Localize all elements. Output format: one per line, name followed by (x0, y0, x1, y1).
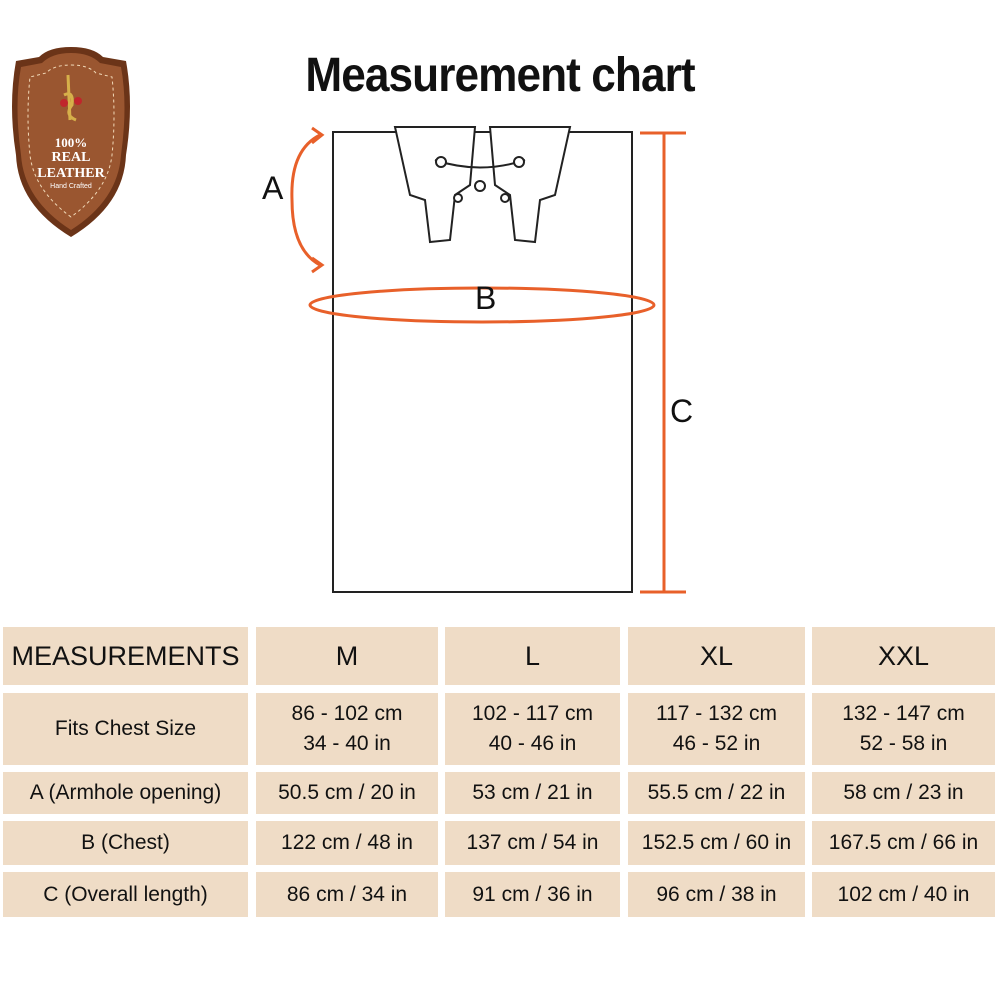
row-label: A (Armhole opening) (3, 772, 248, 814)
real-leather-badge-logo (12, 47, 130, 237)
badge-text-leather: LEATHER (37, 166, 105, 181)
collar-with-buckle (393, 126, 572, 244)
cell-text: 34 - 40 in (303, 732, 391, 755)
table-cell: 102 - 117 cm 40 - 46 in (445, 693, 620, 765)
cell-text: 55.5 cm / 22 in (647, 781, 786, 804)
cell-text: 132 - 147 cm (842, 702, 965, 725)
table-cell: 117 - 132 cm 46 - 52 in (628, 693, 805, 765)
row-label: Fits Chest Size (3, 693, 248, 765)
table-cell: 167.5 cm / 66 in (812, 821, 995, 865)
badge-text-real: REAL (51, 150, 91, 165)
table-cell: 152.5 cm / 60 in (628, 821, 805, 865)
cell-text: L (524, 641, 541, 671)
measure-c-arrow (640, 131, 686, 594)
measure-b-arrow (308, 286, 656, 324)
table-header-cell: XL (628, 627, 805, 685)
cell-text: 50.5 cm / 20 in (278, 781, 416, 804)
table-header-cell: M (256, 627, 438, 685)
cell-text: 122 cm / 48 in (281, 831, 413, 854)
table-cell: 86 - 102 cm 34 - 40 in (256, 693, 438, 765)
cell-text: 86 cm / 34 in (286, 882, 408, 906)
garment-diagram (290, 126, 686, 594)
cell-text: 58 cm / 23 in (843, 781, 964, 804)
label-c: C (670, 393, 694, 429)
table-cell: 55.5 cm / 22 in (628, 772, 805, 814)
table-cell: 102 cm / 40 in (812, 872, 995, 917)
page-title: Measurement chart (305, 49, 695, 102)
table-cell: 122 cm / 48 in (256, 821, 438, 865)
table-cell: 58 cm / 23 in (812, 772, 995, 814)
cell-text: 117 - 132 cm (655, 702, 777, 725)
cell-text: 102 - 117 cm (471, 702, 593, 725)
cell-text: 137 cm / 54 in (466, 831, 599, 854)
badge-text-100: 100% (54, 135, 88, 150)
table-cell: 86 cm / 34 in (256, 872, 438, 917)
table-cell: 50.5 cm / 20 in (256, 772, 438, 814)
cell-text: MEASUREMENTS (11, 641, 240, 671)
cell-text: M (335, 641, 359, 671)
badge-text-handcrafted: Hand Crafted (50, 183, 92, 190)
cell-text: A (Armhole opening) (29, 781, 222, 804)
cell-text: B (Chest) (81, 831, 170, 854)
table-cell: 96 cm / 38 in (628, 872, 805, 917)
table-header-cell: MEASUREMENTS (3, 627, 248, 685)
cell-text: 96 cm / 38 in (656, 882, 777, 906)
garment-outline (332, 131, 633, 593)
cell-text: 52 - 58 in (859, 732, 948, 755)
row-label: B (Chest) (3, 821, 248, 865)
cell-text: 53 cm / 21 in (472, 781, 593, 804)
table-cell: 137 cm / 54 in (445, 821, 620, 865)
table-header-cell: XXL (812, 627, 995, 685)
table-cell: 132 - 147 cm 52 - 58 in (812, 693, 995, 765)
cell-text: 86 - 102 cm (291, 702, 403, 725)
cell-text: 91 cm / 36 in (472, 882, 593, 906)
cell-text: XXL (877, 641, 930, 671)
table-cell: 91 cm / 36 in (445, 872, 620, 917)
cell-text: C (Overall length) (43, 882, 208, 906)
label-a: A (262, 170, 284, 206)
cell-text: Fits Chest Size (54, 717, 197, 740)
table-header-cell: L (445, 627, 620, 685)
cell-text: 102 cm / 40 in (837, 882, 970, 906)
label-b: B (475, 280, 497, 316)
cell-text: XL (699, 641, 734, 671)
cell-text: 152.5 cm / 60 in (641, 831, 792, 854)
measure-a-arrow (290, 126, 325, 274)
table-cell: 53 cm / 21 in (445, 772, 620, 814)
cell-text: 46 - 52 in (672, 732, 761, 755)
cell-text: 40 - 46 in (488, 732, 577, 755)
row-label: C (Overall length) (3, 872, 248, 917)
cell-text: 167.5 cm / 66 in (828, 831, 979, 854)
